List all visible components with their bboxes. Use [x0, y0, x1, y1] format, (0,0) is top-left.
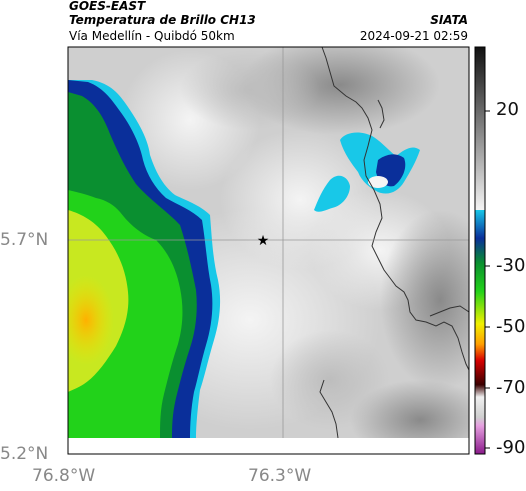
cell-east-clear	[368, 176, 388, 188]
boundary-east-branch	[429, 305, 469, 317]
product-title: Temperatura de Brillo CH13	[69, 13, 256, 27]
lon-tick-76.8: 76.8°W	[32, 466, 96, 486]
colorbar-ticks	[485, 110, 490, 449]
colorbar-label-20: 20	[496, 99, 519, 120]
route-subtitle: Vía Medellín - Quibdó 50km	[69, 29, 235, 43]
timestamp-label: 2024-09-21 02:59	[359, 29, 468, 43]
lat-tick-5.2: 5.2°N	[0, 444, 49, 464]
boundary-north-branch	[377, 99, 385, 129]
boundary-south	[319, 379, 339, 438]
brightness-temperature-field	[68, 47, 469, 438]
department-boundary	[321, 47, 469, 371]
lat-tick-5.7: 5.7°N	[0, 230, 49, 250]
lon-tick-76.3: 76.3°W	[248, 466, 312, 486]
organization-label: SIATA	[430, 13, 468, 27]
colorbar-label-m30: -30	[496, 255, 526, 276]
colorbar-label-m90: -90	[496, 437, 526, 458]
star-marker: ★	[257, 233, 270, 249]
colorbar	[474, 46, 486, 455]
cell-west-cyan	[314, 175, 350, 212]
map-frame	[67, 46, 470, 455]
cloud-orange-core	[68, 275, 114, 365]
colorbar-label-m50: -50	[496, 316, 526, 337]
colorbar-label-m70: -70	[496, 377, 526, 398]
satellite-label: GOES-EAST	[69, 0, 146, 13]
